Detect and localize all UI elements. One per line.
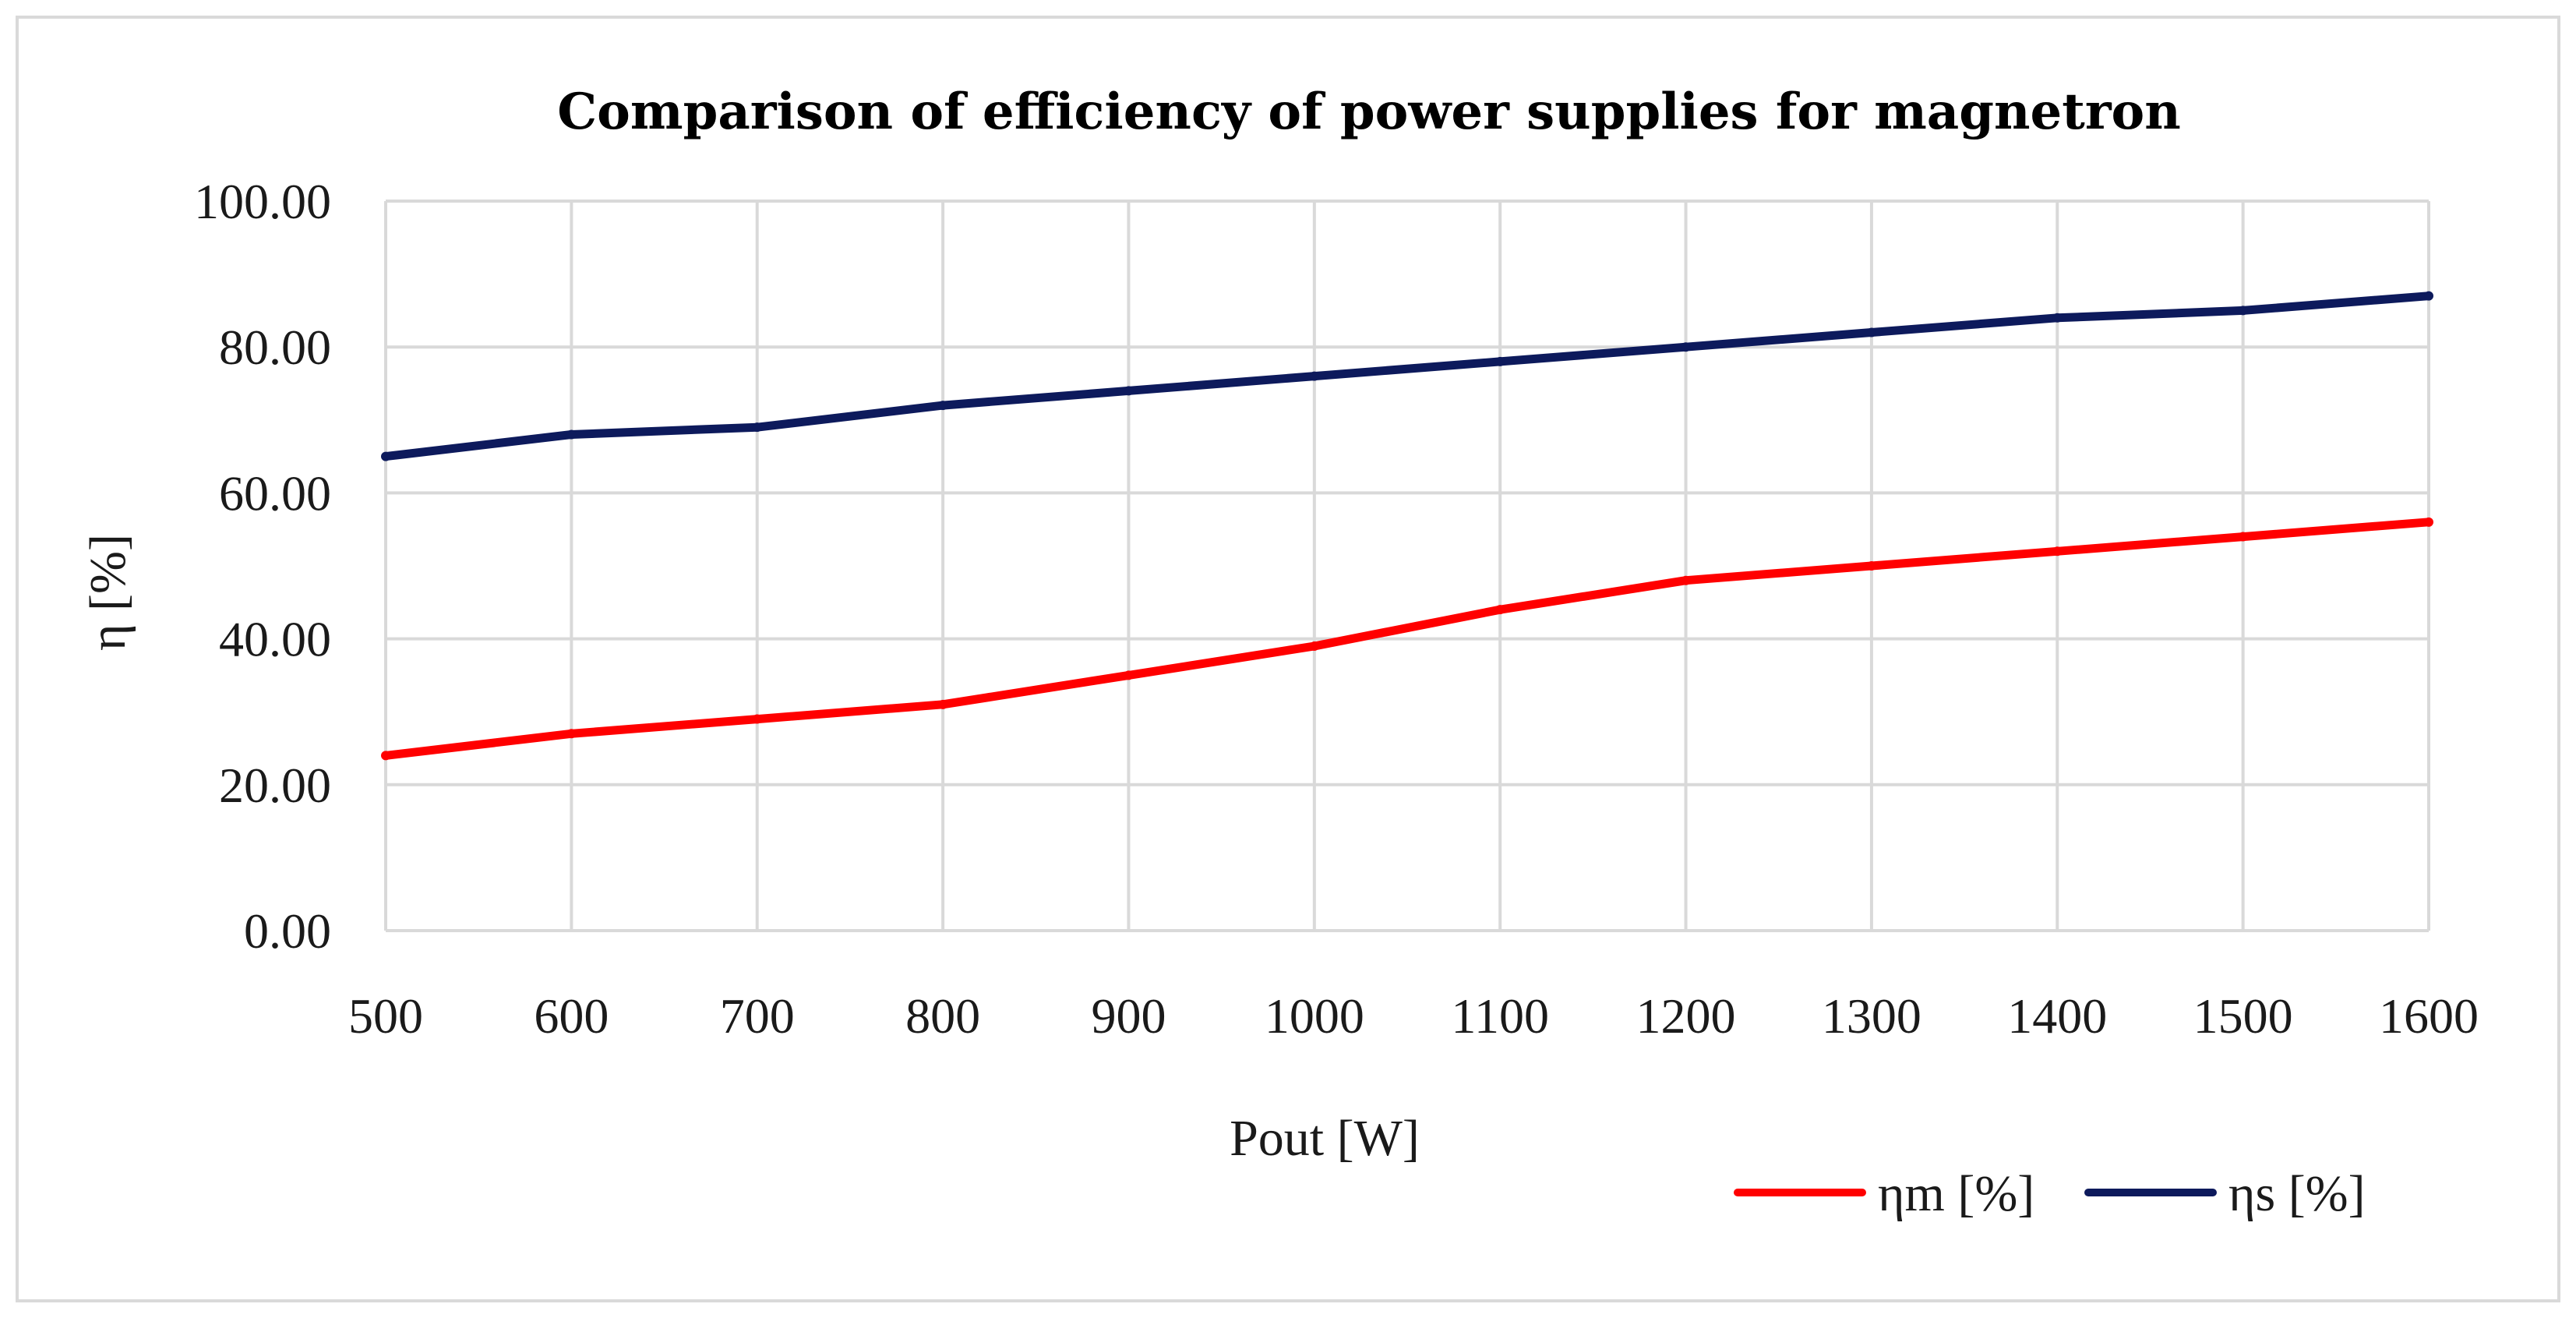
x-tick-label: 1300 <box>1822 988 1921 1044</box>
gridlines <box>384 200 2430 932</box>
x-tick-label: 500 <box>348 988 423 1044</box>
x-tick-label: 900 <box>1091 988 1166 1044</box>
series-line-eta-m <box>381 518 2433 760</box>
y-axis-ticks: 0.00 20.00 40.00 60.00 80.00 100.00 <box>194 174 331 959</box>
chart-title: Comparison of efficiency of power suppli… <box>557 83 2181 141</box>
data-point-eta-m <box>938 699 948 709</box>
x-tick-label: 1100 <box>1451 988 1549 1044</box>
series-line-eta-s <box>381 292 2433 461</box>
data-point-eta-s <box>1495 356 1505 366</box>
data-point-eta-s <box>2052 313 2063 323</box>
data-point-eta-m <box>566 729 577 739</box>
y-tick-label: 20.00 <box>219 758 331 813</box>
legend-item-eta-m: ηm [%] <box>1734 1165 2034 1222</box>
x-tick-label: 1000 <box>1265 988 1364 1044</box>
x-tick-label: 1400 <box>2007 988 2107 1044</box>
legend-item-eta-s: ηs [%] <box>2084 1165 2366 1222</box>
data-point-eta-m <box>381 751 390 761</box>
x-tick-label: 1500 <box>2193 988 2293 1044</box>
data-point-eta-m <box>752 714 762 724</box>
data-point-eta-m <box>1866 561 1876 571</box>
data-point-eta-s <box>752 422 762 433</box>
data-point-eta-m <box>2052 546 2063 557</box>
data-point-eta-s <box>1309 371 1319 381</box>
y-tick-label: 40.00 <box>219 612 331 667</box>
data-point-eta-s <box>1866 327 1876 337</box>
x-tick-label: 600 <box>534 988 609 1044</box>
data-point-eta-m <box>2424 517 2433 527</box>
data-point-eta-m <box>1124 670 1134 680</box>
y-tick-label: 0.00 <box>244 903 331 959</box>
legend: ηm [%] ηs [%] <box>1734 1165 2366 1222</box>
x-axis-label: Pout [W] <box>1230 1110 1420 1167</box>
data-point-eta-s <box>1681 342 1691 352</box>
data-point-eta-s <box>566 429 577 440</box>
data-point-eta-s <box>381 451 390 461</box>
data-point-eta-s <box>2238 306 2248 316</box>
data-point-eta-m <box>2238 532 2248 542</box>
legend-label-eta-m: ηm [%] <box>1878 1165 2034 1222</box>
data-point-eta-s <box>2424 291 2433 301</box>
x-tick-label: 800 <box>905 988 980 1044</box>
data-point-eta-s <box>938 401 948 411</box>
x-tick-label: 1200 <box>1636 988 1736 1044</box>
data-point-eta-m <box>1495 605 1505 615</box>
x-tick-label: 700 <box>720 988 795 1044</box>
legend-label-eta-s: ηs [%] <box>2228 1165 2366 1222</box>
data-point-eta-m <box>1309 641 1319 651</box>
y-tick-label: 60.00 <box>219 465 331 521</box>
series-lines <box>381 291 2433 761</box>
data-point-eta-m <box>1681 575 1691 585</box>
x-axis-ticks: 500 600 700 800 900 1000 1100 1200 1300 1400 1500 1… <box>348 988 2479 1044</box>
y-tick-label: 80.00 <box>219 320 331 375</box>
y-tick-label: 100.00 <box>194 174 331 229</box>
x-tick-label: 1600 <box>2379 988 2479 1044</box>
chart-frame <box>16 16 2560 1302</box>
data-point-eta-s <box>1124 386 1134 396</box>
y-axis-label: η [%] <box>79 534 136 651</box>
